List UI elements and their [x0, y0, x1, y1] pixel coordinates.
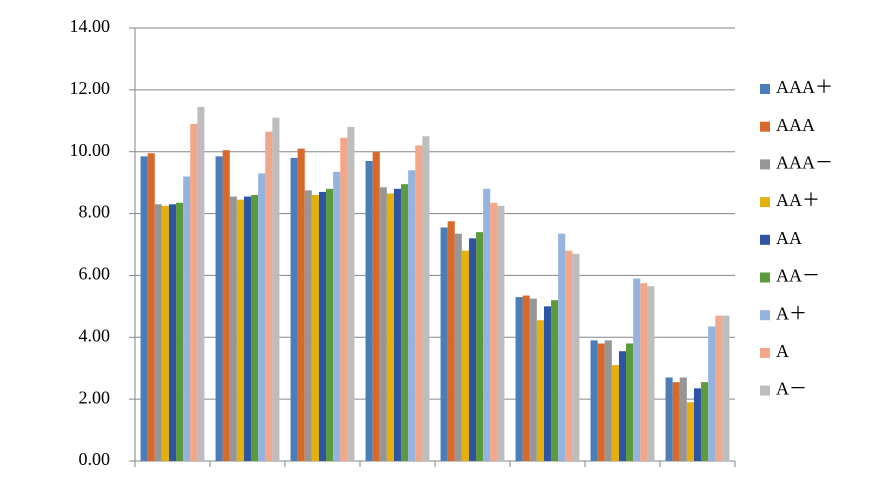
- bar: [304, 190, 312, 461]
- bar: [447, 221, 455, 461]
- y-tick-label: 2.00: [79, 387, 111, 407]
- y-tick-label: 14.00: [70, 16, 111, 36]
- y-tick-label: 8.00: [79, 202, 111, 222]
- bar: [197, 106, 205, 461]
- bar: [476, 232, 484, 461]
- legend-swatch: [760, 234, 770, 245]
- bar: [297, 148, 305, 461]
- legend-label: A＋: [776, 303, 807, 323]
- bar: [572, 253, 580, 461]
- legend-label: A: [776, 341, 789, 361]
- bar: [708, 326, 716, 461]
- bar: [693, 388, 702, 461]
- bar: [633, 278, 641, 461]
- legend-swatch: [760, 84, 770, 94]
- bar: [401, 184, 409, 462]
- bar: [529, 298, 537, 461]
- legend-swatch: [760, 385, 770, 396]
- bar: [461, 250, 469, 461]
- bar: [222, 150, 230, 462]
- bar: [415, 145, 423, 461]
- bar: [379, 187, 387, 461]
- bar: [290, 157, 298, 461]
- bar: [393, 188, 402, 462]
- bar: [365, 160, 373, 461]
- bar: [215, 156, 223, 461]
- bar: [340, 137, 348, 461]
- bar: [272, 117, 280, 461]
- bar: [468, 238, 477, 461]
- bar: [190, 123, 198, 461]
- bar: [515, 297, 523, 461]
- bar: [251, 195, 259, 461]
- bar: [243, 196, 252, 461]
- bar: [440, 227, 448, 461]
- bar: [618, 351, 627, 461]
- bar: [229, 196, 237, 461]
- y-tick-label: 12.00: [70, 78, 111, 98]
- bar: [679, 377, 687, 461]
- bar: [665, 377, 673, 461]
- bar: [565, 250, 573, 461]
- legend-swatch: [760, 121, 770, 132]
- legend-swatch: [760, 197, 770, 208]
- bar: [490, 202, 498, 461]
- bar: [522, 295, 530, 461]
- bar: [640, 283, 648, 461]
- bar: [483, 188, 491, 462]
- legend-label: AA－: [776, 266, 820, 286]
- bar: [611, 365, 619, 461]
- bar: [590, 340, 598, 461]
- bar: [626, 343, 634, 461]
- bar: [543, 306, 552, 461]
- bar: [386, 193, 394, 462]
- bar: [333, 171, 341, 461]
- bar: [551, 300, 559, 461]
- bar: [176, 202, 184, 461]
- bar: [326, 188, 334, 462]
- bar: [147, 153, 155, 461]
- bar: [497, 205, 505, 461]
- bar: [318, 191, 327, 461]
- y-tick-label: 6.00: [79, 264, 111, 284]
- bar: [454, 233, 462, 461]
- y-tick-label: 4.00: [79, 325, 111, 345]
- bar: [161, 205, 169, 461]
- bar: [701, 382, 709, 461]
- bar: [672, 382, 680, 461]
- bar: [686, 402, 694, 461]
- bar: [140, 156, 148, 461]
- bar: [408, 170, 416, 461]
- bar: [154, 204, 162, 462]
- bar: [604, 340, 612, 461]
- legend-label: AAA＋: [776, 77, 833, 97]
- bar: [422, 136, 430, 461]
- y-tick-label: 0.00: [79, 449, 111, 469]
- legend-label: AAA: [776, 115, 815, 135]
- legend-swatch: [760, 310, 770, 321]
- bar: [347, 126, 355, 461]
- bar: [372, 151, 380, 461]
- y-tick-label: 10.00: [70, 140, 111, 160]
- bar: [558, 233, 566, 461]
- bar: [597, 343, 605, 461]
- bar: [647, 286, 655, 461]
- legend-swatch: [760, 159, 770, 170]
- bar: [311, 195, 319, 461]
- legend-label: AA＋: [776, 190, 820, 210]
- legend-label: AA: [776, 228, 802, 248]
- bar: [536, 320, 544, 461]
- legend-label: AAA－: [776, 153, 833, 173]
- legend-label: A－: [776, 379, 807, 399]
- bar: [715, 315, 723, 461]
- legend-swatch: [760, 272, 770, 283]
- legend-swatch: [760, 347, 770, 358]
- bar: [236, 199, 244, 461]
- bar: [258, 173, 266, 461]
- bar: [168, 204, 177, 462]
- bar: [183, 176, 191, 461]
- bar: [265, 131, 273, 461]
- bar: [722, 315, 730, 461]
